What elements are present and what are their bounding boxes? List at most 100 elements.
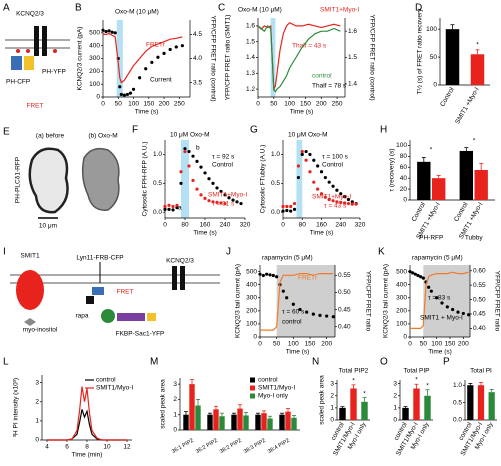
- data-point: [168, 47, 172, 52]
- diagram-text: rapa: [75, 313, 88, 320]
- data-point: [331, 184, 335, 188]
- bar: [261, 413, 267, 430]
- bar: [243, 415, 249, 430]
- data-point: [292, 201, 297, 206]
- category-label: Control: [439, 86, 456, 108]
- y2-tick-label: 0.55: [473, 282, 486, 289]
- category-label: Tubby: [465, 235, 484, 242]
- y-tick-label: 0: [393, 417, 397, 424]
- category-label: 38:4 PIP2: [267, 438, 291, 455]
- diagram-text: KCNQ2/3: [166, 258, 194, 265]
- cell-image: [81, 147, 120, 211]
- data-point: [223, 201, 227, 206]
- data-point: [451, 307, 455, 312]
- y-tick-label: 200: [246, 308, 257, 315]
- x-axis-label: Time (s): [135, 109, 159, 116]
- legend-label: control: [96, 377, 116, 384]
- bar: [231, 414, 237, 430]
- data-point: [101, 28, 105, 32]
- x-tick-label: 0: [163, 222, 167, 229]
- diagram-a: A KCNQ2/3 PH-YFP PH-CFP FRET: [3, 3, 70, 110]
- x-tick-label: 50: [115, 101, 123, 108]
- x-tick-label: 0: [256, 101, 260, 108]
- chart-title: Total PIP: [403, 368, 429, 375]
- x-tick-label: 0: [101, 101, 105, 108]
- data-point: [316, 164, 320, 168]
- y-tick-label: 1: [393, 405, 397, 412]
- annotation: τ = 31 s: [212, 201, 235, 208]
- x-axis-label: Time (s): [290, 109, 314, 116]
- diagram-text: myo-inositol: [23, 327, 58, 334]
- data-point: [191, 178, 195, 183]
- x-tick-label: 150: [300, 101, 311, 108]
- annotation: *: [430, 147, 433, 154]
- cfp: [92, 287, 104, 295]
- y-tick-label: 3: [330, 380, 334, 387]
- data-point: [125, 92, 130, 97]
- y-axis-label: Cytosolic FTubby (A.U.): [260, 145, 267, 214]
- data-point: [271, 273, 275, 278]
- annotation: Oxo-M (10 μM): [238, 7, 282, 14]
- data-point: [231, 198, 235, 202]
- legend-label: control: [258, 377, 278, 384]
- bar: [413, 388, 420, 420]
- data-point: [223, 193, 227, 197]
- y-tick-label: 1.0: [453, 382, 462, 389]
- x-tick-label: 0: [408, 341, 412, 348]
- y-tick-label: 0: [173, 427, 177, 434]
- y2-tick-label: 3.5: [193, 79, 202, 86]
- annotation: Thalf = 43 s: [292, 43, 327, 50]
- bar: [361, 401, 368, 420]
- data-point: [162, 51, 166, 55]
- category-label: 38:3 PIP2: [243, 438, 267, 455]
- data-point: [235, 200, 239, 204]
- annotation: rapamycin (5 μM): [412, 255, 463, 262]
- data-line: [47, 386, 127, 441]
- highlight: [296, 140, 303, 218]
- data-point: [335, 200, 339, 204]
- data-point: [312, 180, 316, 184]
- data-point: [292, 207, 297, 211]
- y-tick-label: 0: [403, 334, 407, 341]
- panel-label: F: [132, 125, 138, 136]
- y-axis-label: scaled peak area: [319, 375, 326, 425]
- data-point: [319, 192, 324, 196]
- data-point: [467, 313, 471, 317]
- y2-tick-label: 1.5: [348, 54, 357, 61]
- bar: [219, 416, 225, 430]
- chart-title: Total PI: [470, 368, 492, 375]
- data-point: [435, 296, 439, 300]
- bar: [267, 418, 273, 430]
- y2-tick-label: 1.6: [348, 28, 357, 35]
- data-point: [350, 200, 354, 204]
- bar: [183, 414, 189, 430]
- annotation: Thalf = 78 s: [312, 83, 347, 90]
- x-tick-label: 150: [445, 341, 456, 348]
- panel-label: M: [150, 357, 158, 368]
- diagram-text: PH-PLCδ1-RFP: [15, 157, 22, 203]
- series-label: Control: [322, 162, 344, 169]
- sac1: [117, 313, 145, 321]
- bar: [445, 29, 460, 86]
- x-tick-label: 80: [299, 222, 307, 229]
- x-tick-label: 320: [240, 222, 251, 229]
- cfp: [11, 56, 22, 70]
- series-label: FRETr: [298, 275, 318, 282]
- data-point: [227, 196, 231, 200]
- y2-tick-label: 0.40: [338, 323, 351, 330]
- series-label: FRETr: [146, 42, 166, 49]
- x-tick-label: 80: [181, 222, 189, 229]
- highlight: [181, 140, 189, 218]
- x-tick-label: 50: [420, 341, 428, 348]
- annotation: 10 μM Oxo-M: [288, 132, 328, 139]
- channel: [172, 266, 177, 290]
- yfp: [24, 56, 34, 70]
- highlight: [276, 265, 335, 337]
- data-point: [174, 45, 178, 49]
- data-point: [275, 275, 279, 279]
- y2-tick-label: 0.45: [473, 311, 486, 318]
- data-point: [281, 209, 285, 213]
- x-tick-label: 12: [123, 444, 131, 451]
- diagram-text: (b) Oxo-M: [88, 133, 117, 140]
- diagram-text: FRET: [117, 289, 134, 296]
